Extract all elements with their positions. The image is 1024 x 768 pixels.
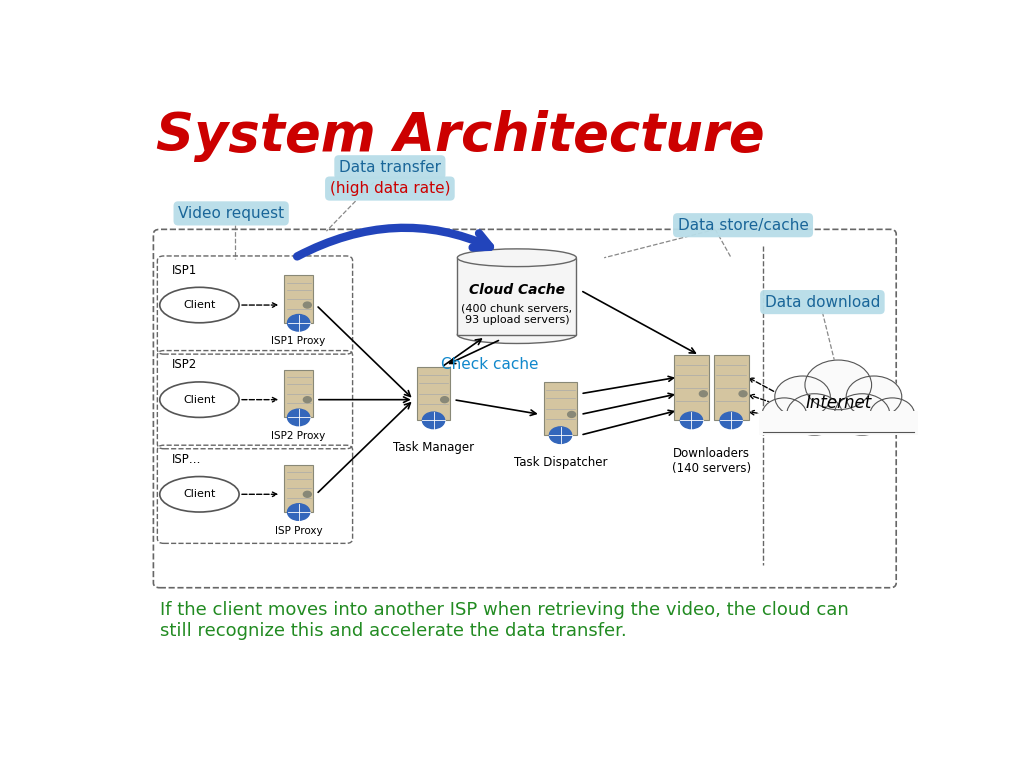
Text: ISP Proxy: ISP Proxy [274,525,323,536]
Circle shape [846,376,902,418]
Ellipse shape [160,476,240,512]
Text: (400 chunk servers,
93 upload servers): (400 chunk servers, 93 upload servers) [461,303,572,325]
FancyBboxPatch shape [285,276,313,323]
Text: (high data rate): (high data rate) [330,181,451,196]
FancyBboxPatch shape [285,465,313,512]
Circle shape [303,397,311,402]
Circle shape [288,315,309,331]
Text: System Architecture: System Architecture [156,110,764,162]
Circle shape [550,427,571,443]
Text: ISP1 Proxy: ISP1 Proxy [271,336,326,346]
FancyBboxPatch shape [714,356,749,420]
Text: Data transfer: Data transfer [339,160,441,175]
Circle shape [303,492,311,497]
Text: Data store/cache: Data store/cache [678,217,809,233]
Circle shape [762,398,807,431]
Text: Internet: Internet [805,394,871,412]
Circle shape [567,412,575,418]
Text: ISP1: ISP1 [172,263,197,276]
Text: Check cache: Check cache [441,356,539,372]
Ellipse shape [160,382,240,418]
Text: Video request: Video request [178,206,285,221]
Text: Task Dispatcher: Task Dispatcher [514,456,607,468]
Circle shape [805,360,871,409]
Text: ISP2 Proxy: ISP2 Proxy [271,431,326,441]
Circle shape [699,391,708,397]
Circle shape [423,412,444,429]
Circle shape [288,504,309,520]
FancyBboxPatch shape [759,412,918,435]
Text: Task Manager: Task Manager [393,441,474,454]
Text: Data download: Data download [765,295,880,310]
Circle shape [680,412,702,429]
Text: Client: Client [183,489,216,499]
Text: ISP…: ISP… [172,453,201,466]
FancyBboxPatch shape [674,356,709,420]
Circle shape [303,302,311,308]
Circle shape [775,376,830,418]
Text: ISP2: ISP2 [172,358,197,371]
Ellipse shape [160,287,240,323]
Circle shape [786,394,842,435]
FancyBboxPatch shape [417,367,451,420]
Ellipse shape [458,249,577,266]
FancyBboxPatch shape [458,258,577,335]
Ellipse shape [458,326,577,343]
Text: Cloud Cache: Cloud Cache [469,283,565,297]
FancyBboxPatch shape [544,382,578,435]
FancyBboxPatch shape [285,370,313,418]
Circle shape [835,394,890,435]
Circle shape [870,398,914,431]
Circle shape [288,409,309,425]
Circle shape [440,397,449,402]
Text: Client: Client [183,300,216,310]
Text: Downloaders
(140 servers): Downloaders (140 servers) [672,447,751,475]
Text: Client: Client [183,395,216,405]
Text: If the client moves into another ISP when retrieving the video, the cloud can
st: If the client moves into another ISP whe… [160,601,849,640]
Circle shape [720,412,742,429]
Circle shape [739,391,748,397]
